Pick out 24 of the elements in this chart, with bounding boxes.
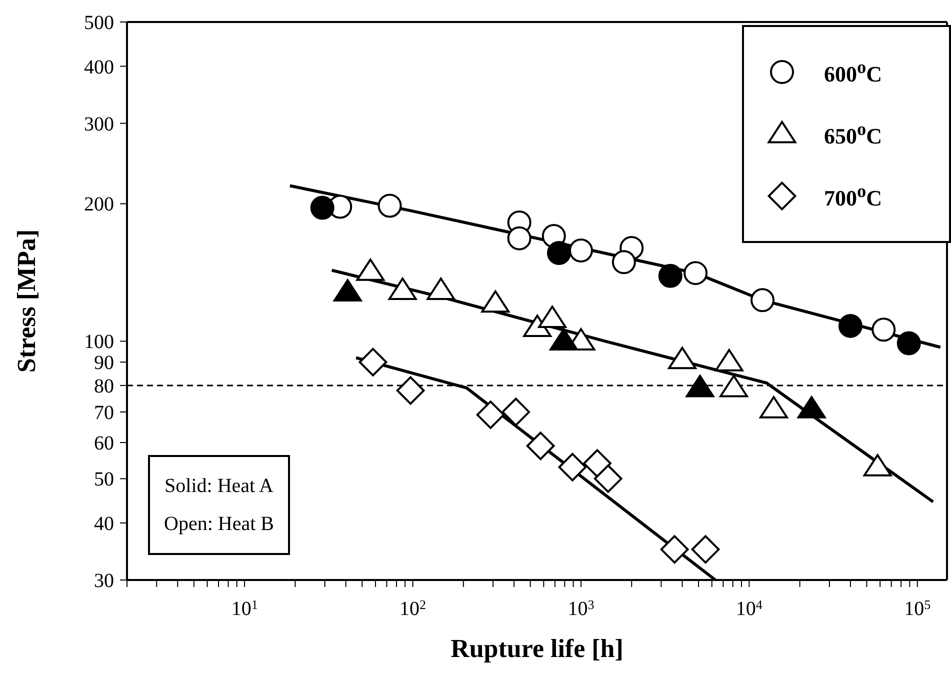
legend-label: 700$^{o}$C (824, 180, 882, 212)
y-tick-label: 30 (94, 570, 114, 592)
y-tick-label: 40 (94, 512, 114, 535)
x-axis-title: Rupture life [h] (450, 634, 624, 663)
x-tick-label: 10$^{4}$ (736, 597, 763, 620)
y-tick-label: 300 (84, 113, 114, 136)
y-tick-label: 200 (84, 194, 114, 216)
x-tick-label: 10$^{1}$ (231, 597, 258, 620)
legend-label: 650$^{o}$C (824, 118, 882, 150)
y-tick-label: 70 (94, 402, 114, 424)
y-axis-title: Stress [MPa] (12, 229, 42, 373)
annotation: Open: Heat B (163, 512, 275, 537)
y-tick-label: 80 (94, 375, 114, 398)
x-tick-label: 10$^{2}$ (400, 597, 426, 620)
x-tick-label: 10$^{5}$ (904, 597, 931, 620)
y-tick-label: 50 (94, 468, 114, 491)
annotation: Solid: Heat A (164, 474, 274, 499)
legend-label: 600$^{o}$C (824, 56, 882, 88)
y-tick-label: 100 (84, 331, 114, 354)
y-tick-label: 400 (84, 56, 114, 78)
x-tick-label: 10$^{3}$ (568, 597, 594, 620)
y-tick-label: 500 (84, 12, 114, 34)
y-tick-label: 90 (94, 352, 114, 374)
y-tick-label: 60 (94, 432, 114, 455)
